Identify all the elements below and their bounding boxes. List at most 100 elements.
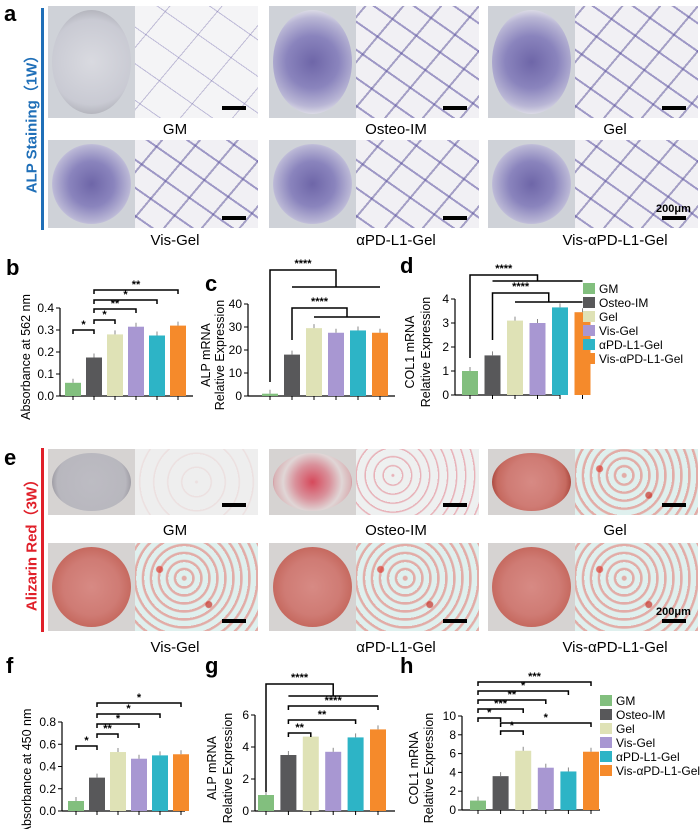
significance-bracket <box>96 723 140 728</box>
micrograph <box>135 140 258 228</box>
bar-Osteo-IM <box>86 357 102 396</box>
panel_a-image-osteo <box>269 6 479 118</box>
legend-label: αPD-L1-Gel <box>616 750 680 764</box>
dish-well <box>492 144 571 224</box>
bar-GM <box>65 382 81 396</box>
significance-bracket <box>265 683 378 792</box>
dish-well <box>52 547 131 627</box>
chart-d: 0 1 2 3 4 COL1 mRNA Relative Expression **** ***… <box>403 263 591 407</box>
bar-Vis-Gel <box>325 751 342 811</box>
y-tick-label: 6 <box>449 747 456 761</box>
significance-bracket <box>96 733 119 738</box>
legend-swatch <box>583 283 595 294</box>
bar-Vis-αPD-L1-Gel <box>583 751 599 810</box>
significance-label: * <box>137 692 142 704</box>
bar-Gel <box>515 750 532 810</box>
y-tick-label: 10 <box>229 366 243 380</box>
significance-label: **** <box>294 258 312 270</box>
bar-Vis-Gel <box>128 326 144 396</box>
scale-bar <box>443 106 467 110</box>
y-tick-label: 0.4 <box>37 301 54 315</box>
panel-e-side-bar <box>41 448 44 632</box>
panel_a-image-gel <box>488 6 698 118</box>
micrograph <box>575 449 698 515</box>
dish-well <box>492 547 571 627</box>
y-tick-label: 2 <box>442 340 449 354</box>
y-axis-label: ALP mRNA <box>199 323 213 387</box>
bar-GM <box>258 795 274 811</box>
significance-label: ** <box>295 722 304 734</box>
scale-bar <box>662 503 686 507</box>
culture-dish-photo <box>48 140 135 228</box>
significance-bracket <box>96 702 182 707</box>
bar-GM <box>470 800 486 810</box>
significance-label: **** <box>512 281 530 293</box>
group-label: Osteo-IM <box>365 522 427 539</box>
bar-Gel <box>306 328 322 396</box>
group-label: Gel <box>603 522 627 539</box>
micrograph <box>135 543 258 631</box>
y-axis-label: Relative Expression <box>221 713 235 824</box>
culture-dish-photo <box>48 6 135 118</box>
significance-bracket <box>72 329 95 334</box>
y-tick-label: 2 <box>449 784 456 798</box>
y-tick-label: 0 <box>449 803 456 817</box>
significance-bracket <box>477 690 570 695</box>
legend-h: GMOsteo-IMGelVis-GelαPD-L1-GelVis-αPD-L1… <box>600 694 700 778</box>
significance-bracket <box>291 307 380 340</box>
legend-label: Osteo-IM <box>616 708 665 722</box>
y-tick-label: 4 <box>442 292 449 306</box>
legend-label: Gel <box>599 310 618 324</box>
significance-bracket <box>75 745 98 750</box>
y-axis-label: Relative Expression <box>419 297 433 408</box>
significance-label: ** <box>132 279 141 291</box>
culture-dish-photo <box>488 449 575 515</box>
dish-well <box>52 144 131 224</box>
significance-bracket <box>477 699 547 704</box>
panel_a-image-vis <box>48 140 258 228</box>
significance-label: **** <box>495 263 513 275</box>
significance-bracket <box>93 289 179 294</box>
culture-dish-photo <box>488 140 575 228</box>
bar-Osteo-IM <box>492 776 509 810</box>
y-tick-label: 0.4 <box>39 760 56 774</box>
y-tick-label: 0 <box>235 389 242 403</box>
panel_e-image-gm <box>48 449 258 515</box>
panel_e-image-vis <box>48 543 258 631</box>
panel-a-side-bar <box>41 8 44 230</box>
panel-label-a: a <box>4 1 17 26</box>
y-axis-label: Relative Expression <box>213 300 227 411</box>
micrograph <box>356 543 479 631</box>
legend-swatch <box>600 695 612 706</box>
y-tick-label: 1 <box>442 364 449 378</box>
legend-swatch <box>583 325 595 336</box>
culture-dish-photo <box>269 543 356 631</box>
bar-Vis-Gel <box>529 323 546 395</box>
dish-well <box>273 453 352 511</box>
significance-bracket <box>469 274 583 358</box>
y-tick-label: 4 <box>242 740 249 754</box>
dish-well <box>273 547 352 627</box>
y-tick-label: 0.0 <box>39 804 56 818</box>
significance-label: * <box>544 712 549 724</box>
culture-dish-photo <box>488 543 575 631</box>
significance-label: ** <box>318 709 327 721</box>
y-tick-label: 30 <box>229 320 243 334</box>
chart-c: 0 10 20 30 40 ALP mRNA Relative Expression ****… <box>199 258 395 410</box>
bar-Gel <box>302 736 319 811</box>
group-label: Vis-Gel <box>150 639 200 656</box>
group-label: GM <box>162 522 188 539</box>
dish-well <box>273 10 352 114</box>
significance-bracket <box>477 681 592 686</box>
y-tick-label: 0.3 <box>37 323 54 337</box>
bar-Vis-Gel <box>131 758 147 811</box>
y-tick-label: 0 <box>442 388 449 402</box>
significance-bracket <box>477 708 524 713</box>
y-tick-label: 20 <box>229 343 243 357</box>
legend-d: GMOsteo-IMGelVis-GelαPD-L1-GelVis-αPD-L1… <box>583 282 683 366</box>
bar-Osteo-IM <box>284 354 300 396</box>
micrograph <box>575 543 698 631</box>
